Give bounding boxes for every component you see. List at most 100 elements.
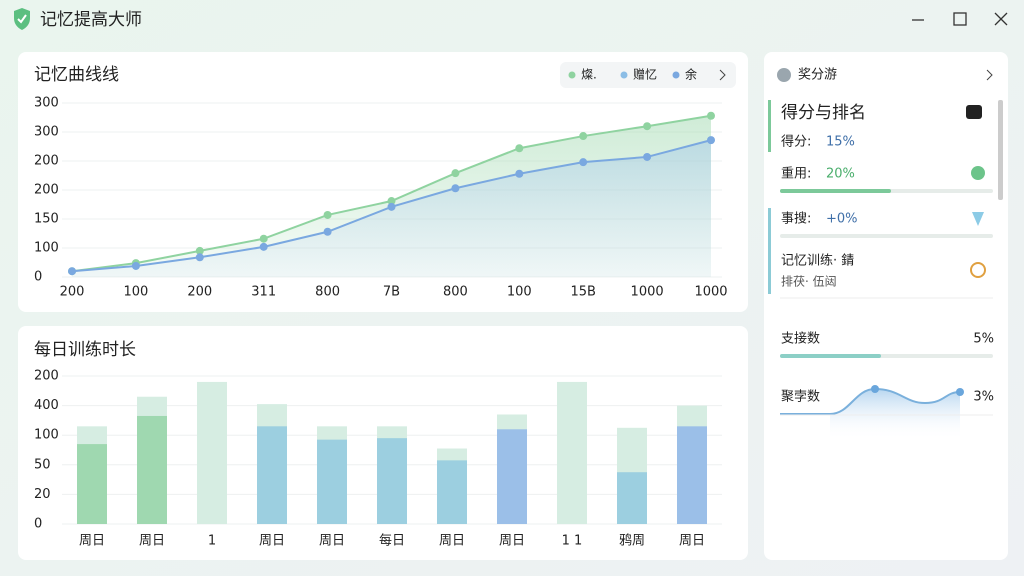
scrollbar: [998, 100, 1003, 200]
x-tick-label: 200: [187, 285, 212, 300]
y-tick-label: 0: [34, 517, 42, 532]
x-tick-label: 100: [507, 285, 532, 300]
card-title: 得分与排名: [781, 103, 866, 123]
y-tick-label: 100: [34, 241, 59, 256]
item-icon: [970, 262, 986, 278]
point: [195, 253, 204, 262]
close-button[interactable]: [994, 12, 1008, 26]
x-tick-label: 周日: [499, 534, 525, 549]
x-tick-label: 周日: [439, 534, 465, 549]
point: [515, 169, 524, 178]
app-title: 记忆提高大师: [40, 10, 142, 30]
x-tick-label: 311: [251, 285, 276, 300]
y-tick-label: 0: [34, 270, 42, 285]
legend-chevron[interactable]: [719, 69, 726, 81]
y-tick-label: 150: [34, 212, 59, 227]
card-accent: [768, 100, 771, 152]
y-tick-label: 200: [34, 154, 59, 169]
stat-label: 支接数: [781, 331, 820, 347]
stat-value: 3%: [973, 390, 994, 405]
legend-dot: [672, 71, 680, 79]
point: [259, 242, 268, 251]
legend-label: 赠忆: [633, 68, 657, 82]
chart-title: 每日训练时长: [34, 340, 136, 360]
legend-label: 燦.: [581, 68, 597, 82]
progress-fill: [780, 189, 891, 193]
x-tick-label: 100: [123, 285, 148, 300]
point: [707, 136, 715, 145]
point: [643, 152, 652, 161]
sparkline-dot: [956, 388, 964, 396]
point: [259, 234, 268, 243]
side-header: 奖分游: [798, 68, 837, 83]
x-tick-label: 周日: [139, 534, 165, 549]
bar: [437, 460, 467, 524]
x-tick-label: 周日: [79, 534, 105, 549]
app-icon-check: [17, 14, 27, 24]
point: [323, 227, 332, 236]
x-tick-label: 每日: [379, 533, 405, 549]
bar: [677, 426, 707, 524]
side-panel: [764, 52, 1008, 560]
x-tick-label: 1000: [694, 285, 727, 300]
legend-dot: [568, 71, 576, 79]
y-tick-label: 20: [34, 487, 51, 502]
item-label: 记忆训练· 錆: [781, 253, 854, 269]
point: [387, 202, 396, 211]
side-icon: [777, 68, 791, 82]
point: [579, 158, 588, 167]
card-icon: [966, 105, 982, 119]
reuse-value: 20%: [826, 167, 855, 182]
side-chevron[interactable]: [986, 69, 993, 81]
x-tick-label: 200: [60, 285, 85, 300]
x-tick-label: 鸦周: [619, 533, 645, 549]
x-tick-label: 周日: [259, 534, 285, 549]
legend-dot: [620, 71, 628, 79]
chart-title: 记忆曲线线: [34, 65, 119, 85]
progress-track: [780, 234, 993, 238]
bar: [557, 381, 587, 524]
y-tick-label: 100: [34, 428, 59, 443]
item-accent: [768, 208, 771, 294]
bar: [497, 429, 527, 524]
point: [323, 210, 332, 219]
point: [515, 144, 524, 153]
maximize-button[interactable]: [953, 12, 967, 26]
x-tick-label: 1000: [631, 285, 664, 300]
item-label: 事搜:: [781, 212, 811, 227]
score-value: 15%: [826, 135, 855, 150]
x-tick-label: 15B: [570, 285, 595, 300]
x-tick-label: 1 1: [562, 534, 583, 549]
stat-label: 聚孛数: [781, 389, 820, 405]
point: [579, 132, 588, 141]
stat-value: 5%: [973, 332, 994, 347]
y-tick-label: 50: [34, 457, 51, 472]
legend-label: 余: [685, 67, 697, 82]
x-tick-label: 周日: [679, 534, 705, 549]
bar: [257, 426, 287, 524]
x-tick-label: 周日: [319, 534, 345, 549]
y-tick-label: 300: [34, 96, 59, 111]
reuse-label: 重用:: [781, 166, 811, 182]
item-icon: [972, 212, 984, 226]
legend-box: [560, 62, 736, 88]
sparkline-dot: [871, 385, 879, 393]
x-tick-label: 800: [443, 285, 468, 300]
point: [643, 122, 652, 131]
bar: [77, 444, 107, 524]
point: [195, 246, 204, 255]
y-tick-label: 200: [34, 369, 59, 384]
score-label: 得分:: [781, 134, 811, 150]
x-tick-label: 800: [315, 285, 340, 300]
point: [131, 261, 140, 270]
bar: [317, 439, 347, 524]
bar: [617, 472, 647, 524]
reuse-icon: [971, 166, 985, 180]
bar: [197, 381, 227, 524]
item-sub: 排茯· 伍闼: [781, 275, 837, 289]
point: [387, 197, 396, 206]
item-value: +0%: [826, 212, 858, 227]
y-tick-label: 300: [34, 125, 59, 140]
y-tick-label: 200: [34, 183, 59, 198]
